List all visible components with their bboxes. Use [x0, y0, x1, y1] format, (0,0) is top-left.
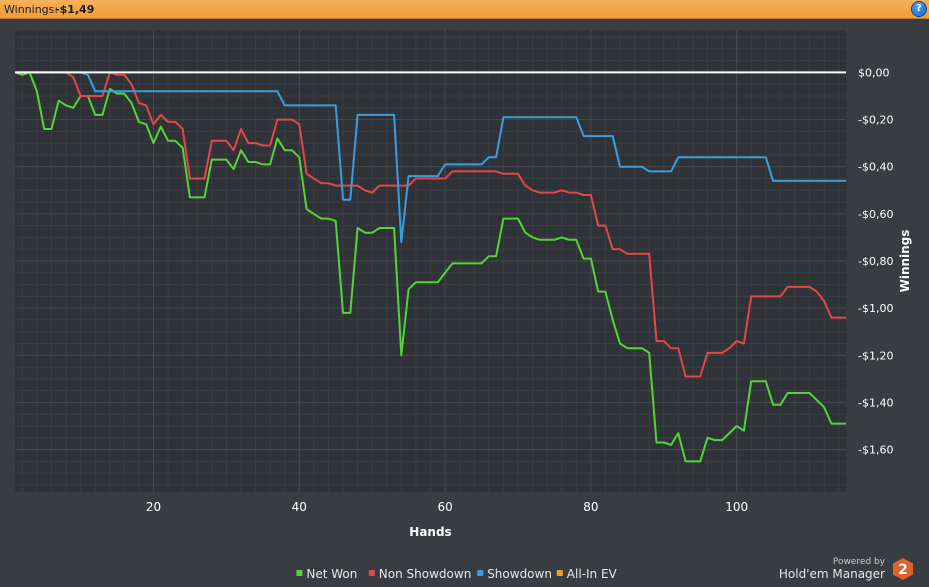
series-line-net-won — [14, 71, 846, 463]
y-tick-label: -$1,00 — [858, 302, 893, 315]
legend-label: All-In EV — [567, 567, 618, 581]
x-tick-label: 20 — [146, 500, 161, 514]
help-icon[interactable]: ? — [912, 2, 926, 16]
logo-text: 2 — [898, 562, 908, 578]
y-axis-title: Winnings — [898, 230, 912, 293]
winnings-header-bar: Winnings: -$1,49 ? — [0, 0, 929, 19]
y-tick-label: -$1,40 — [858, 396, 893, 409]
y-tick-label: -$1,60 — [858, 444, 893, 457]
x-tick-label: 100 — [725, 500, 748, 514]
legend-label: Net Won — [306, 567, 357, 581]
x-tick-label: 80 — [583, 500, 598, 514]
brand: Powered by Hold'em Manager 2 — [779, 557, 915, 581]
legend-label: Showdown — [487, 567, 552, 581]
y-tick-label: -$0,20 — [858, 114, 893, 127]
y-tick-label: $0,00 — [858, 66, 890, 79]
legend-swatch — [296, 570, 303, 576]
winnings-label: Winnings: — [4, 3, 59, 16]
legend-swatch — [477, 570, 484, 576]
legend-label: Non Showdown — [379, 567, 472, 581]
y-tick-label: -$0,80 — [858, 255, 893, 268]
hm2-logo-icon: 2 — [893, 558, 913, 580]
series-line-showdown — [15, 71, 846, 244]
x-tick-label: 60 — [437, 500, 452, 514]
winnings-value: -$1,49 — [55, 3, 95, 16]
y-tick-label: -$0,40 — [858, 161, 893, 174]
legend-swatch — [556, 570, 563, 576]
x-axis-title: Hands — [409, 525, 451, 539]
y-tick-label: -$0,60 — [858, 208, 893, 221]
powered-by-text: Powered by — [832, 557, 885, 567]
brand-name: Hold'em Manager — [778, 567, 885, 581]
series-line-non-showdown — [15, 71, 846, 378]
x-tick-label: 40 — [292, 500, 307, 514]
y-tick-label: -$1,20 — [858, 349, 893, 362]
legend-swatch — [368, 570, 375, 576]
